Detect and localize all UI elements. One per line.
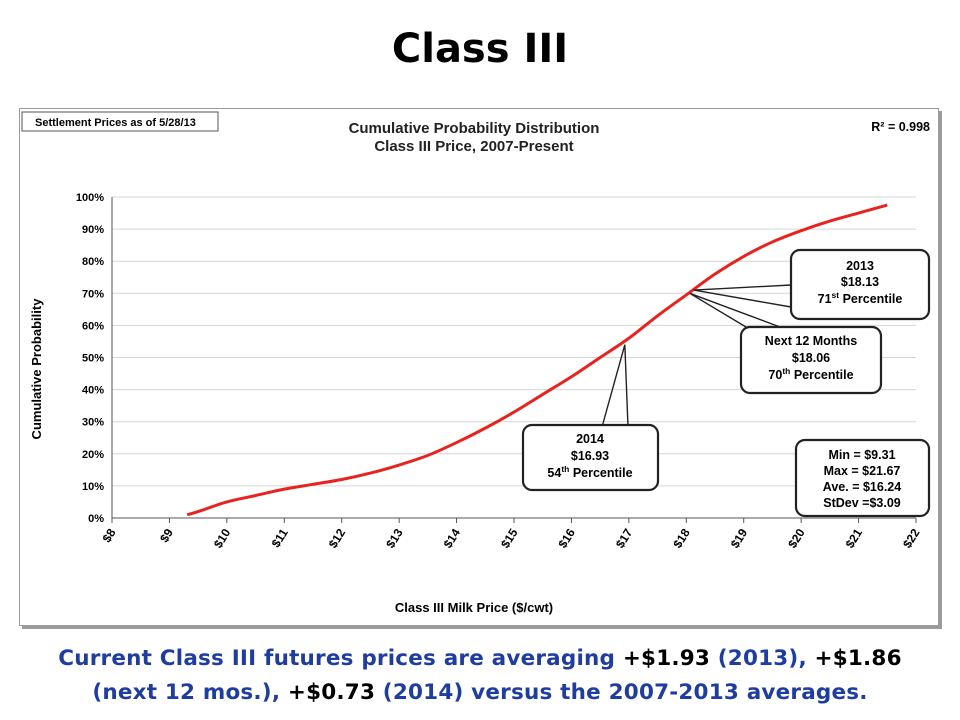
footer-value-2013: +$1.93 [622,646,711,671]
callout-2013-percentile: 71st Percentile [818,290,903,306]
stats-box [794,438,931,518]
y-tick-label: 40% [82,385,104,397]
y-tick-label: 90% [82,224,104,236]
callout-next-pointer [689,292,781,328]
x-tick-label: $12 [326,526,349,551]
settlement-box [21,111,219,132]
cumulative-probability-chart: Settlement Prices as of 5/28/13 Cumulati… [21,111,931,615]
stats-line: Min = $9.31 [828,448,895,462]
y-tick-label: 0% [88,513,104,525]
footer-value-2014: +$0.73 [287,680,376,705]
callout-2014-box [521,423,660,492]
callout-2013-title: 2013 [846,259,874,273]
x-tick-label: $16 [555,526,578,551]
y-tick-label: 100% [76,192,104,204]
x-tick-label: $19 [728,526,751,551]
series-line [186,203,888,517]
x-tick-label: $20 [785,526,808,551]
stats-line: Max = $21.67 [824,464,901,478]
axis-layer [111,197,917,523]
x-tick-label: $17 [613,526,636,551]
x-tick-label: $15 [498,526,521,551]
footer-text-1a: Current Class III futures prices are ave… [58,646,623,671]
chart-title: Cumulative Probability Distribution [349,120,600,137]
callout-2014-price: $16.93 [571,449,609,463]
callout-2014-pointer [601,344,629,428]
x-tick-label: $18 [670,526,693,551]
stats-line: Ave. = $16.24 [823,480,901,494]
y-tick-label: 70% [82,288,104,300]
x-tick-label: $9 [157,526,176,545]
r-squared: R² = 0.998 [871,120,930,134]
x-tick-label: $22 [900,526,923,551]
grid-layer [112,196,916,487]
stats-line: StDev =$3.09 [823,496,901,510]
x-tick-label: $14 [441,526,464,551]
chart-subtitle: Class III Price, 2007-Present [374,138,573,155]
footer-text-2b: (2014) versus the 2007-2013 averages. [375,680,868,705]
x-tick-label: $8 [100,526,119,545]
x-tick-label: $13 [383,526,406,551]
slide-title: Class III [391,26,569,72]
chart-panel: Settlement Prices as of 5/28/13 Cumulati… [19,108,939,626]
callout-next-title: Next 12 Months [765,334,857,348]
callout-next-percentile: 70th Percentile [768,366,853,382]
y-tick-label: 80% [82,256,104,268]
footer-text-1b: (2013), [710,646,815,671]
callout-2014-title: 2014 [576,432,604,446]
footer-text-2a: (next 12 mos.), [92,680,288,705]
callout-2013-pointer [693,284,792,308]
x-axis-label: Class III Milk Price ($/cwt) [395,600,553,615]
footer-value-next: +$1.86 [814,646,902,671]
x-tick-label: $11 [269,526,291,550]
y-tick-label: 10% [82,481,104,493]
x-tick-label: $21 [843,526,866,551]
callout-2013-box [789,248,931,321]
callout-next-box [739,325,883,395]
callout-2013-price: $18.13 [841,275,879,289]
footer-caption: Current Class III futures prices are ave… [10,642,950,710]
y-axis-label: Cumulative Probability [29,298,44,440]
y-tick-label: 30% [82,417,104,429]
y-tick-label: 50% [82,353,104,365]
settlement-note: Settlement Prices as of 5/28/13 [35,117,196,129]
x-tick-label: $10 [211,526,234,551]
callout-2014-percentile: 54th Percentile [547,464,632,480]
callout-next-price: $18.06 [792,351,830,365]
y-tick-label: 60% [82,320,104,332]
y-tick-label: 20% [82,449,104,461]
